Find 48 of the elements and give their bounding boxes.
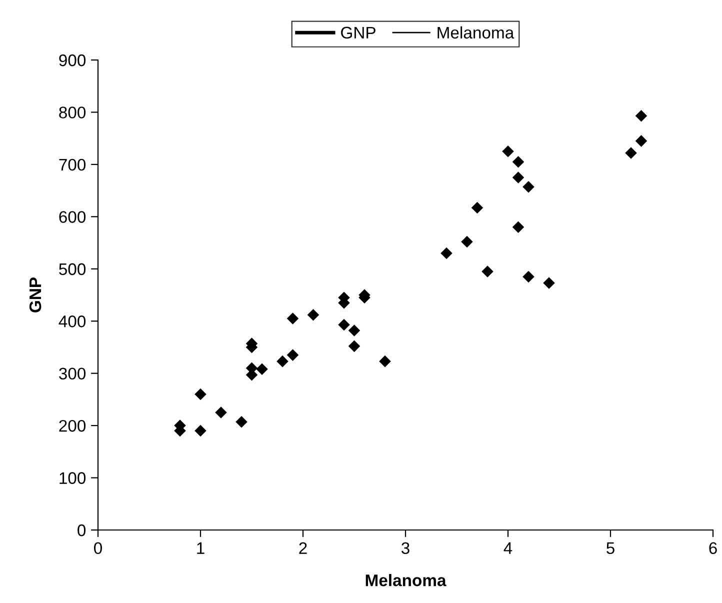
legend-label: GNP [341,26,376,39]
y-tick-label: 900 [59,54,86,66]
x-axis-title: Melanoma [366,574,446,586]
point [256,363,268,376]
y-tick-label: 0 [78,524,86,536]
point [512,156,524,168]
x-tick-label: 2 [299,542,307,554]
point [194,388,206,400]
point [215,406,227,418]
point [512,221,524,234]
legend-label: Melanoma [438,26,514,39]
x-tick-label: 4 [504,542,512,554]
point [522,270,534,283]
point [635,135,648,147]
x-tick-label: 5 [606,542,614,554]
point [379,355,391,368]
y-tick-label: 100 [60,472,86,484]
y-tick-label: 600 [59,211,86,223]
point [522,181,534,193]
point [286,312,299,324]
point [440,247,452,260]
x-tick-label: 6 [709,542,717,554]
point [471,202,484,214]
x-tick-label: 0 [94,542,102,554]
x-tick-label: 3 [402,542,410,554]
point [625,147,637,159]
point [482,266,494,278]
point [502,145,514,158]
y-axis-title: GNP [29,278,42,312]
y-tick-label: 500 [59,263,86,276]
point [194,424,206,437]
point [512,172,524,184]
point [236,416,248,428]
y-tick-label: 700 [59,158,86,171]
y-tick-label: 800 [59,106,86,118]
point [338,318,350,331]
point [635,110,648,122]
point [286,349,299,361]
y-tick-label: 200 [59,420,86,432]
x-tick-label: 1 [197,542,204,554]
point [307,308,320,321]
point [348,340,360,352]
y-tick-label: 400 [58,316,86,328]
point [276,355,288,368]
y-tick-label: 300 [59,368,86,380]
point [348,324,360,336]
point [461,236,473,248]
point [543,277,555,289]
